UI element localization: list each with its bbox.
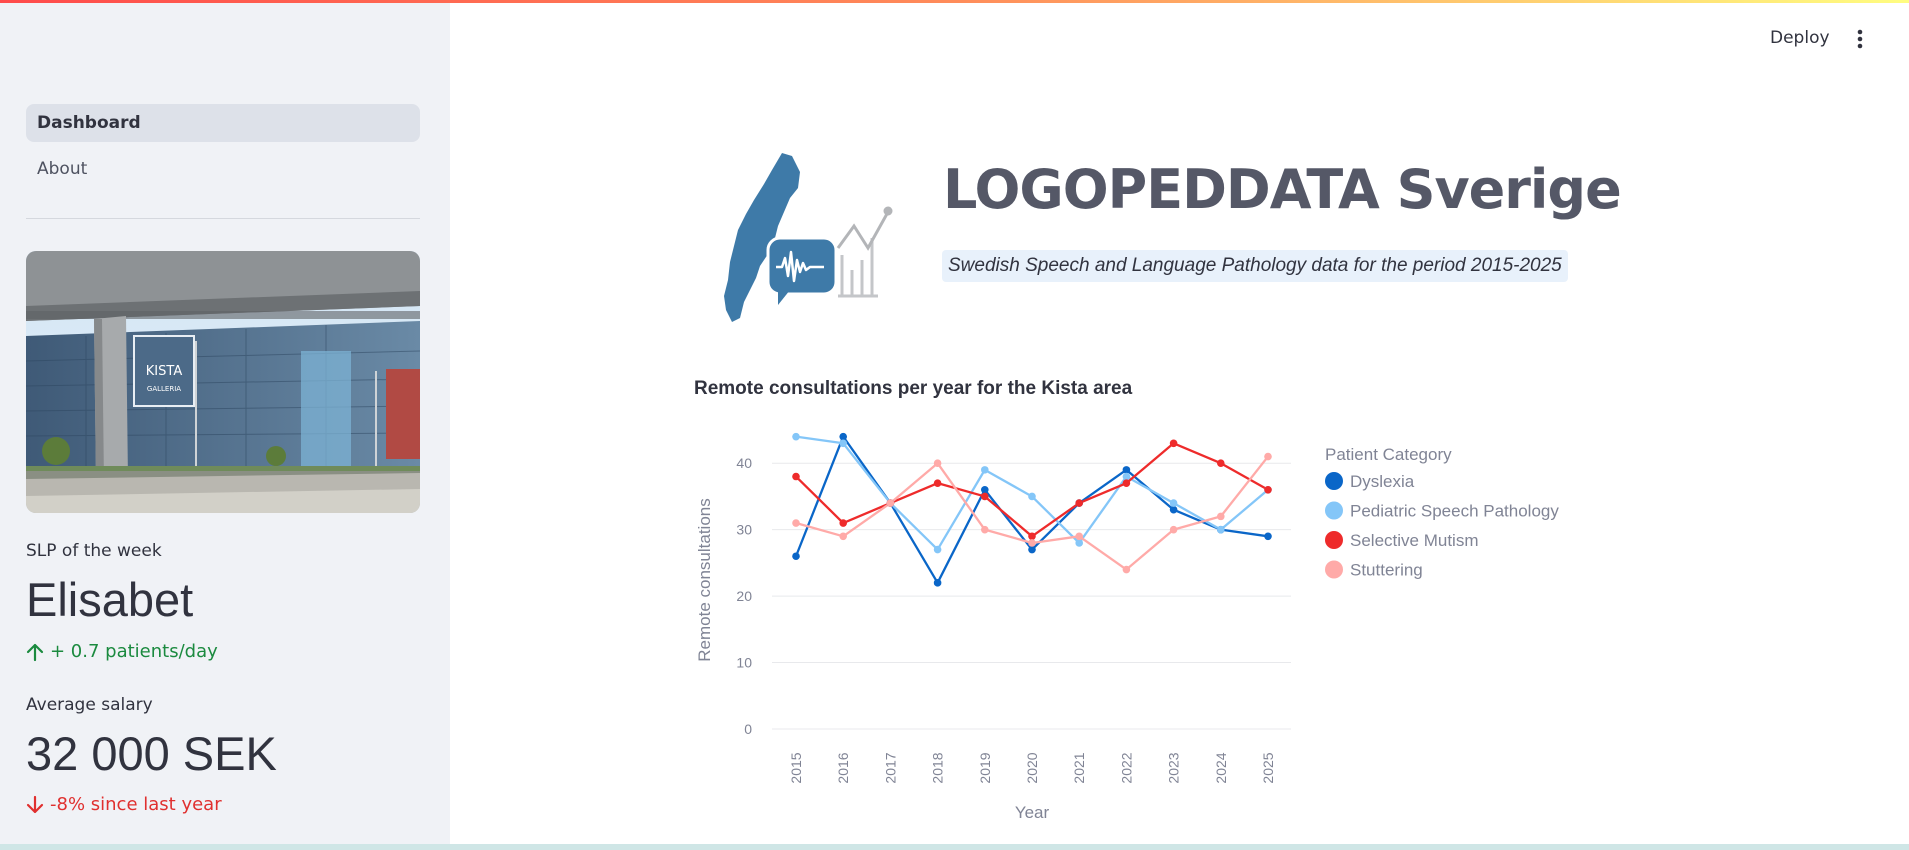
- deploy-button[interactable]: Deploy: [1770, 28, 1830, 48]
- data-point: [886, 499, 895, 507]
- series-line-0: [794, 435, 1269, 584]
- x-tick-label: 2015: [788, 752, 804, 783]
- data-point: [1122, 565, 1131, 574]
- data-point: [1122, 472, 1131, 481]
- kista-galleria-photo: KISTA GALLERIA: [26, 251, 420, 513]
- y-tick-label: 40: [736, 455, 752, 471]
- metric-delta-slp: + 0.7 patients/day: [26, 641, 218, 662]
- data-point: [1217, 512, 1225, 521]
- data-point: [839, 432, 847, 441]
- legend-swatch: [1325, 501, 1343, 520]
- y-tick-label: 10: [736, 655, 752, 671]
- data-point: [839, 519, 847, 527]
- metric-delta-text: -8% since last year: [50, 794, 222, 815]
- data-point: [839, 532, 847, 541]
- metric-delta-text: + 0.7 patients/day: [50, 641, 218, 662]
- data-point: [792, 472, 800, 481]
- data-point: [1217, 459, 1225, 468]
- data-point: [1075, 539, 1083, 547]
- metric-value-salary: 32 000 SEK: [26, 727, 277, 780]
- legend-item: Dyslexia: [1350, 472, 1415, 491]
- data-point: [1028, 532, 1036, 541]
- data-point: [981, 466, 989, 474]
- sidebar: Dashboard About: [0, 0, 450, 844]
- x-tick-label: 2017: [882, 752, 898, 783]
- bottom-border: [0, 844, 1909, 850]
- data-point: [1075, 499, 1083, 507]
- x-tick-label: 2016: [835, 752, 851, 783]
- sidebar-divider: [26, 218, 420, 219]
- metric-label-salary: Average salary: [26, 695, 153, 715]
- sidebar-item-label: About: [37, 159, 88, 179]
- chart-title: Remote consultations per year for the Ki…: [694, 378, 1133, 399]
- legend-swatch: [1325, 531, 1343, 549]
- data-point: [1028, 539, 1036, 547]
- data-point: [1264, 486, 1272, 494]
- data-point: [933, 545, 942, 554]
- photo-sign-kista: KISTA: [146, 364, 183, 379]
- kebab-menu-icon[interactable]: [1850, 28, 1870, 52]
- data-point: [1122, 479, 1131, 487]
- legend-item: Pediatric Speech Pathology: [1350, 502, 1559, 521]
- data-point: [1264, 532, 1272, 541]
- data-point: [933, 479, 942, 487]
- y-tick-label: 30: [736, 522, 752, 538]
- x-tick-label: 2022: [1118, 752, 1134, 783]
- data-point: [792, 432, 800, 441]
- legend-item: Selective Mutism: [1350, 531, 1478, 550]
- x-tick-label: 2021: [1071, 752, 1087, 783]
- y-tick-label: 0: [744, 721, 752, 737]
- data-point: [1217, 525, 1225, 534]
- page-subtitle: Swedish Speech and Language Pathology da…: [942, 250, 1568, 282]
- data-point: [933, 459, 942, 468]
- y-axis-label: Remote consultations: [695, 498, 714, 661]
- x-tick-label: 2018: [930, 752, 946, 783]
- legend-swatch: [1325, 472, 1343, 490]
- legend-title: Patient Category: [1325, 445, 1452, 464]
- data-point: [1169, 505, 1178, 514]
- y-tick-label: 20: [736, 588, 752, 604]
- data-point: [1169, 525, 1178, 534]
- app-logo: [720, 150, 900, 325]
- metric-label-slp: SLP of the week: [26, 541, 162, 561]
- x-tick-label: 2023: [1166, 752, 1182, 783]
- x-tick-label: 2025: [1260, 752, 1276, 783]
- sidebar-item-about[interactable]: About: [26, 150, 420, 188]
- arrow-down-icon: [26, 795, 44, 813]
- data-point: [839, 439, 847, 448]
- data-point: [1169, 439, 1178, 448]
- top-decoration-stripe: [0, 0, 1909, 3]
- metric-delta-salary: -8% since last year: [26, 794, 222, 815]
- legend-item: Stuttering: [1350, 561, 1423, 580]
- data-point: [1264, 452, 1272, 461]
- metric-value-slp: Elisabet: [26, 573, 194, 626]
- sidebar-item-label: Dashboard: [37, 113, 141, 133]
- data-point: [1028, 492, 1036, 501]
- x-tick-label: 2019: [977, 752, 993, 783]
- data-point: [981, 492, 989, 501]
- data-point: [1028, 545, 1036, 554]
- x-tick-label: 2024: [1213, 752, 1229, 783]
- data-point: [792, 519, 800, 527]
- arrow-up-icon: [26, 643, 44, 661]
- data-point: [1075, 532, 1083, 541]
- page-title: LOGOPEDDATA Sverige: [943, 158, 1622, 221]
- legend-swatch: [1325, 560, 1343, 579]
- data-point: [1169, 499, 1178, 507]
- sidebar-item-dashboard[interactable]: Dashboard: [26, 104, 420, 142]
- data-point: [1122, 466, 1131, 474]
- data-point: [933, 579, 942, 587]
- photo-sign-galleria: GALLERIA: [147, 385, 181, 393]
- x-axis-label: Year: [1015, 803, 1050, 822]
- data-point: [792, 552, 800, 561]
- x-tick-label: 2020: [1024, 752, 1040, 783]
- data-point: [981, 486, 989, 494]
- data-point: [981, 525, 989, 534]
